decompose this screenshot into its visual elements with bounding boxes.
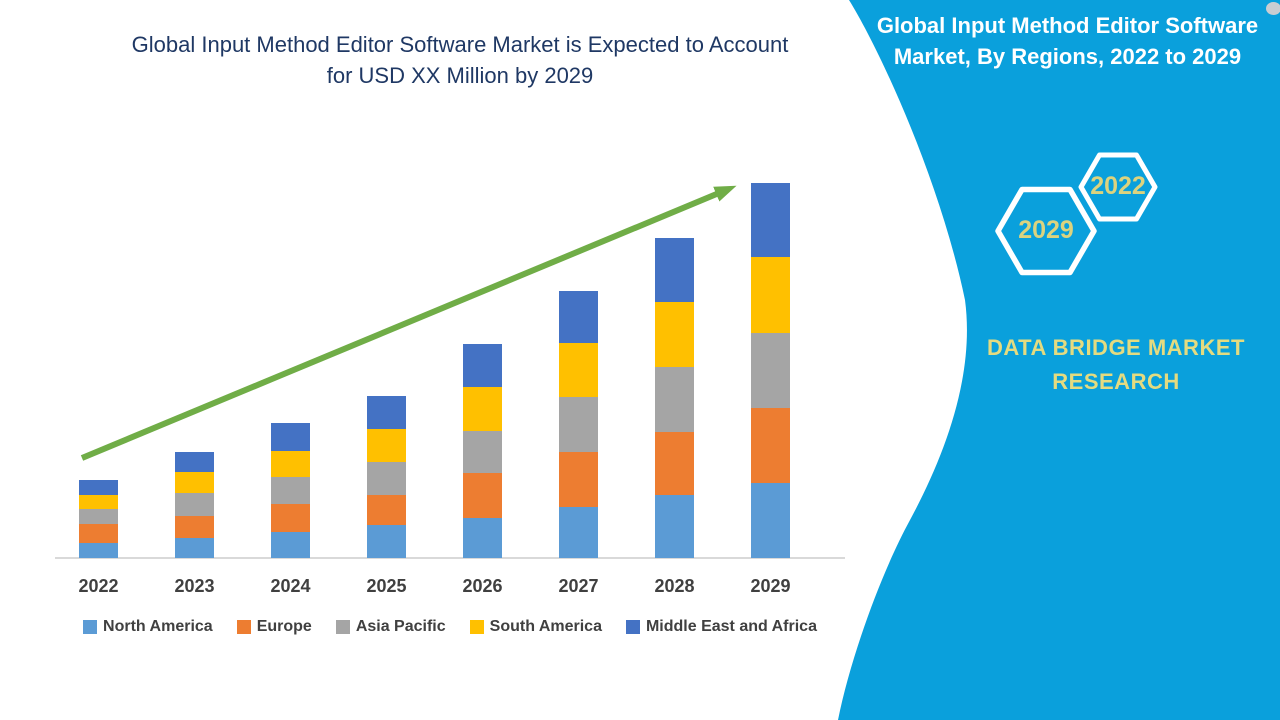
legend-item-north-america: North America	[83, 618, 213, 636]
brand-line2: RESEARCH	[1052, 369, 1180, 394]
bar-segment-2029-north-america	[751, 483, 790, 558]
bar-segment-2027-north-america	[559, 507, 598, 558]
legend-swatch-icon	[625, 620, 640, 634]
corner-logo-fragment	[1266, 2, 1280, 15]
bar-segment-2029-south-america	[751, 257, 790, 333]
chart-title: Global Input Method Editor Software Mark…	[60, 29, 860, 91]
legend-swatch-icon	[236, 620, 251, 634]
bar-segment-2028-asia-pacific	[655, 367, 694, 432]
bar-segment-2025-north-america	[367, 525, 406, 558]
bar-segment-2024-north-america	[271, 532, 310, 558]
bar-segment-2029-asia-pacific	[751, 333, 790, 408]
legend-item-europe: Europe	[236, 618, 312, 636]
side-panel-title: Global Input Method Editor Software Mark…	[855, 10, 1280, 72]
bar-segment-2022-europe	[79, 524, 118, 543]
bar-segment-2024-europe	[271, 504, 310, 532]
hexagon-year-2029: 2029	[1018, 216, 1074, 244]
x-axis-label-2027: 2027	[558, 576, 599, 596]
bar-segment-2026-south-america	[463, 387, 502, 431]
bar-segment-2025-europe	[367, 495, 406, 525]
chart-title-line1: Global Input Method Editor Software Mark…	[131, 32, 789, 57]
legend-item-south-america: South America	[469, 618, 602, 636]
x-axis-label-2026: 2026	[462, 576, 503, 596]
bar-segment-2024-asia-pacific	[271, 477, 310, 504]
bar-segment-2025-middle-east-and-africa	[367, 396, 406, 429]
bar-segment-2026-asia-pacific	[463, 431, 502, 473]
bar-segment-2028-europe	[655, 432, 694, 495]
legend-label: Asia Pacific	[355, 618, 446, 635]
bar-segment-2027-asia-pacific	[559, 397, 598, 452]
legend-item-asia-pacific: Asia Pacific	[335, 618, 446, 636]
bar-segment-2029-europe	[751, 408, 790, 483]
x-axis-label-2022: 2022	[78, 576, 119, 596]
brand-wordmark: DATA BRIDGE MARKET RESEARCH	[966, 331, 1266, 399]
x-axis-label-2025: 2025	[366, 576, 407, 596]
bar-segment-2025-asia-pacific	[367, 462, 406, 495]
bar-segment-2023-asia-pacific	[175, 493, 214, 516]
bar-segment-2027-europe	[559, 452, 598, 507]
bar-segment-2023-europe	[175, 516, 214, 538]
bar-segment-2022-asia-pacific	[79, 509, 118, 524]
legend-item-middle-east-and-africa: Middle East and Africa	[625, 618, 817, 636]
bar-segment-2022-north-america	[79, 543, 118, 558]
legend-swatch-icon	[83, 620, 98, 634]
bar-segment-2024-middle-east-and-africa	[271, 423, 310, 451]
bar-segment-2027-south-america	[559, 343, 598, 397]
bar-segment-2023-south-america	[175, 472, 214, 493]
bar-segment-2028-south-america	[655, 302, 694, 367]
bar-segment-2022-south-america	[79, 495, 118, 509]
legend-swatch-icon	[469, 620, 484, 634]
x-axis-label-2023: 2023	[174, 576, 215, 596]
bar-segment-2023-north-america	[175, 538, 214, 558]
chart-title-line2: for USD XX Million by 2029	[326, 63, 594, 88]
brand-line1: DATA BRIDGE MARKET	[987, 335, 1245, 360]
bar-segment-2026-europe	[463, 473, 502, 518]
hexagon-year-2022: 2022	[1090, 172, 1146, 200]
bar-segment-2025-south-america	[367, 429, 406, 462]
plot-area: 2022 2023 2024 2025 2026 2027 2028 2029	[55, 183, 845, 596]
bar-segment-2024-south-america	[271, 451, 310, 477]
legend-label: South America	[489, 618, 602, 635]
bar-segment-2023-middle-east-and-africa	[175, 452, 214, 472]
bar-segment-2026-middle-east-and-africa	[463, 344, 502, 387]
legend-label: North America	[103, 618, 213, 635]
bar-segment-2028-middle-east-and-africa	[655, 238, 694, 302]
legend-swatch-icon	[335, 620, 350, 634]
bar-segment-2022-middle-east-and-africa	[79, 480, 118, 495]
x-axis-label-2028: 2028	[654, 576, 695, 596]
x-axis-label-2024: 2024	[270, 576, 311, 596]
x-axis-label-2029: 2029	[750, 576, 791, 596]
bar-segment-2026-north-america	[463, 518, 502, 558]
bar-segment-2029-middle-east-and-africa	[751, 183, 790, 257]
bar-segment-2027-middle-east-and-africa	[559, 291, 598, 343]
legend-label: Middle East and Africa	[645, 618, 817, 635]
legend-label: Europe	[256, 618, 312, 635]
chart-legend: North America Europe Asia Pacific South Ame…	[55, 618, 845, 636]
x-axis-line	[55, 557, 845, 559]
bar-segment-2028-north-america	[655, 495, 694, 558]
side-panel-title-line1: Global Input Method Editor Software	[876, 13, 1259, 38]
side-panel-title-line2: Market, By Regions, 2022 to 2029	[893, 44, 1242, 69]
